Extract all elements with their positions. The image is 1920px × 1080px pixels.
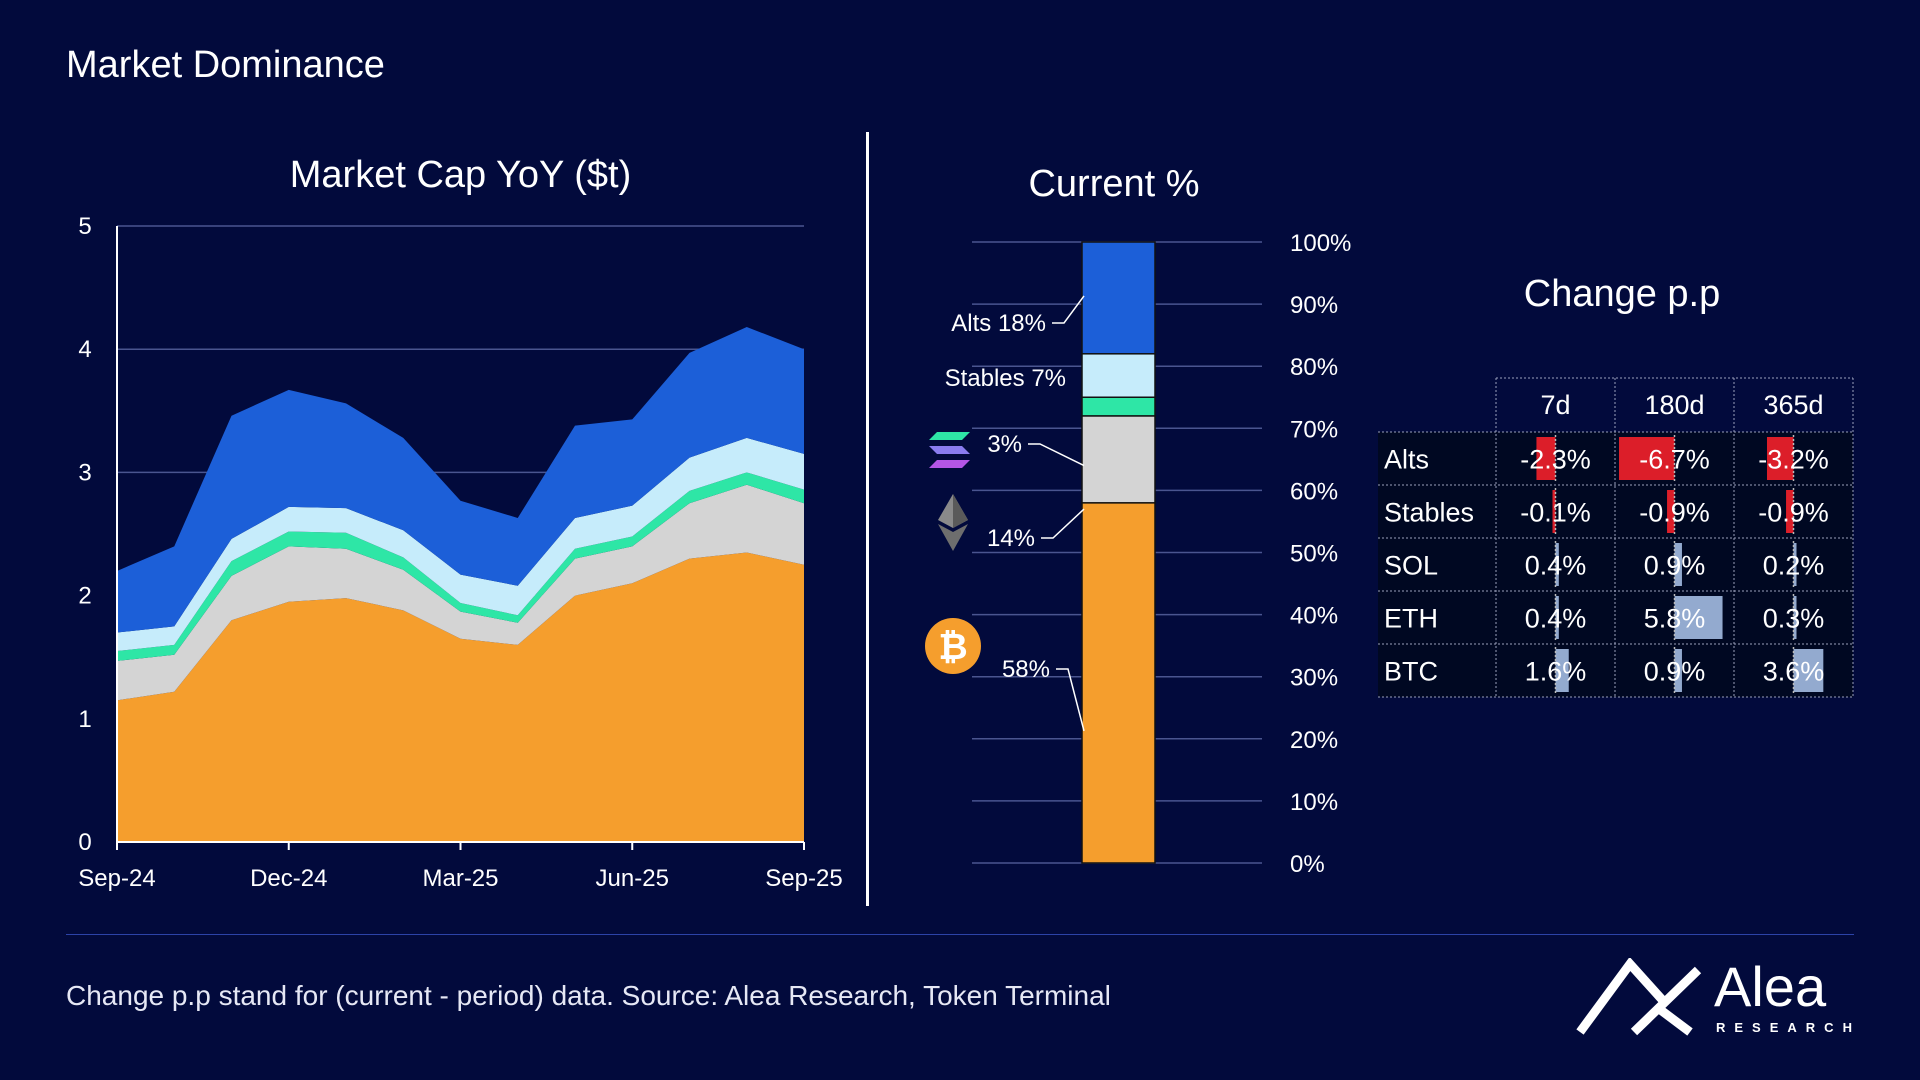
area-chart-title: Market Cap YoY ($t) — [290, 154, 631, 196]
y-tick-label: 80% — [1290, 354, 1338, 381]
change-pp-table: Change p.p 7d 180d 365d Alts -2.3% -6.7% -3.2% S… — [1378, 273, 1854, 698]
segment-label-alts: Alts 18% — [951, 310, 1046, 337]
cell-value: 3.6% — [1763, 657, 1825, 687]
segment-label-stables: Stables 7% — [945, 365, 1066, 392]
data-bar — [1793, 649, 1824, 692]
data-bar — [1619, 437, 1675, 480]
cell-value: 0.2% — [1763, 551, 1825, 581]
leader-line-eth — [1041, 508, 1085, 539]
column-header: 365d — [1763, 390, 1823, 420]
leader-line-btc — [1056, 668, 1085, 732]
bar-segment-sol — [1081, 396, 1156, 417]
brand-name: Alea — [1714, 955, 1827, 1018]
y-tick-label: 50% — [1290, 541, 1338, 568]
row-name: ETH — [1384, 604, 1438, 634]
data-bar — [1555, 543, 1559, 586]
data-bar — [1555, 649, 1569, 692]
coin-icons: ₿ — [925, 432, 981, 674]
vertical-divider — [866, 132, 869, 906]
area-series-stables — [117, 437, 804, 652]
bar-segment-alts — [1081, 241, 1156, 355]
leader-line-alts — [1052, 295, 1085, 324]
segment-label-sol: 3% — [987, 431, 1022, 458]
data-bar — [1667, 490, 1675, 533]
y-tick-label: 60% — [1290, 478, 1338, 505]
cell-value: 1.6% — [1525, 657, 1587, 687]
y-tick-label: 40% — [1290, 603, 1338, 630]
cell-value: 0.9% — [1644, 657, 1706, 687]
cell-value: 5.8% — [1644, 604, 1706, 634]
data-bar — [1536, 437, 1556, 480]
page-title: Market Dominance — [66, 44, 385, 86]
bar-segment-eth — [1081, 415, 1156, 504]
y-tick-label: 20% — [1290, 727, 1338, 754]
x-tick-label: Dec-24 — [250, 865, 327, 892]
cell-value: 0.4% — [1525, 604, 1587, 634]
cell-value: -2.3% — [1520, 445, 1591, 475]
market-cap-area-chart: Market Cap YoY ($t) 0 1 2 3 4 5 Sep-24 Dec-24 Mar… — [78, 154, 842, 892]
row-name: Stables — [1384, 498, 1474, 528]
svg-text:₿: ₿ — [938, 626, 967, 667]
btc-icon: ₿ — [925, 618, 981, 674]
column-header: 7d — [1540, 390, 1570, 420]
data-bar — [1793, 596, 1797, 639]
y-tick-label: 0 — [78, 829, 91, 856]
y-tick-label: 0% — [1290, 851, 1325, 878]
x-tick-label: Jun-25 — [596, 865, 669, 892]
cell-value: -3.2% — [1758, 445, 1829, 475]
y-tick-label: 3 — [78, 459, 91, 486]
footer-note: Change p.p stand for (current - period) … — [66, 980, 1111, 1011]
data-bar — [1674, 596, 1723, 639]
area-series-btc — [117, 552, 804, 842]
bar-chart-title: Current % — [1028, 163, 1199, 205]
segment-label-btc: 58% — [1002, 656, 1050, 683]
y-tick-label: 90% — [1290, 292, 1338, 319]
data-bar — [1786, 490, 1794, 533]
row-name: Alts — [1384, 445, 1429, 475]
cell-value: -0.9% — [1639, 498, 1710, 528]
horizontal-divider — [66, 934, 1854, 935]
bar-segment-btc — [1081, 502, 1156, 864]
table-title: Change p.p — [1524, 273, 1721, 315]
row-name: SOL — [1384, 551, 1438, 581]
cell-value: -0.1% — [1520, 498, 1591, 528]
cell-value: 0.4% — [1525, 551, 1587, 581]
cell-value: 0.3% — [1763, 604, 1825, 634]
row-name: BTC — [1384, 657, 1438, 687]
x-tick-label: Sep-25 — [765, 865, 842, 892]
cell-value: -6.7% — [1639, 445, 1710, 475]
y-tick-label: 10% — [1290, 789, 1338, 816]
data-bar — [1674, 649, 1682, 692]
data-bar — [1766, 437, 1794, 480]
y-tick-label: 30% — [1290, 665, 1338, 692]
leader-line-sol — [1028, 443, 1085, 467]
column-header: 180d — [1644, 390, 1704, 420]
cell-value: -0.9% — [1758, 498, 1829, 528]
alea-logo: Alea RESEARCH — [1574, 955, 1864, 1050]
y-tick-label: 4 — [78, 336, 91, 363]
data-bar — [1552, 490, 1556, 533]
data-bar — [1793, 543, 1797, 586]
bar-segment-stables — [1081, 353, 1156, 398]
sol-icon — [929, 432, 970, 468]
area-series-eth — [117, 484, 804, 701]
data-bar — [1555, 596, 1559, 639]
area-series-alts — [117, 327, 804, 633]
y-tick-label: 1 — [78, 706, 91, 733]
segment-label-eth: 14% — [987, 525, 1035, 552]
current-percent-bar-chart: Current % 0% 10% 20% 30% 40% 50% 60% 70% 80% 90% 10… — [945, 163, 1352, 878]
eth-icon — [938, 494, 968, 551]
y-tick-label: 70% — [1290, 416, 1338, 443]
x-tick-label: Mar-25 — [422, 865, 498, 892]
y-tick-label: 2 — [78, 583, 91, 610]
alea-logo-mark — [1576, 956, 1702, 1036]
x-tick-label: Sep-24 — [78, 865, 155, 892]
y-tick-label: 100% — [1290, 230, 1351, 257]
y-tick-label: 5 — [78, 213, 91, 240]
data-bar — [1674, 543, 1682, 586]
brand-subtitle: RESEARCH — [1716, 1020, 1861, 1035]
cell-value: 0.9% — [1644, 551, 1706, 581]
